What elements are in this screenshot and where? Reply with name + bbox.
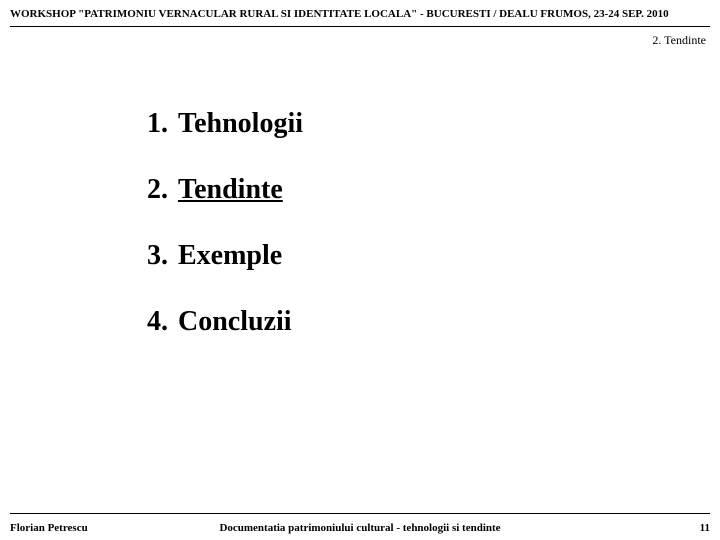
list-item-number: 3. [140,240,178,272]
list-item: 2. Tendinte [140,174,720,206]
footer-page-number: 11 [700,522,710,534]
list-item-text: Tehnologii [178,108,303,140]
list-item-text: Concluzii [178,306,292,338]
list-item: 3. Exemple [140,240,720,272]
divider-bottom [10,513,710,514]
list-item: 4. Concluzii [140,306,720,338]
list-item-number: 4. [140,306,178,338]
list-item-text: Tendinte [178,174,283,206]
list-item: 1. Tehnologii [140,108,720,140]
footer-title: Documentatia patrimoniului cultural - te… [219,522,500,534]
slide-header: WORKSHOP "PATRIMONIU VERNACULAR RURAL SI… [0,0,720,24]
header-title: WORKSHOP "PATRIMONIU VERNACULAR RURAL SI… [10,8,669,20]
footer-author: Florian Petrescu [10,522,88,534]
slide-footer: Florian Petrescu Documentatia patrimoniu… [10,522,710,534]
list-item-text: Exemple [178,240,282,272]
outline-list: 1. Tehnologii 2. Tendinte 3. Exemple 4. … [0,48,720,338]
section-label: 2. Tendinte [0,27,720,48]
list-item-number: 2. [140,174,178,206]
list-item-number: 1. [140,108,178,140]
